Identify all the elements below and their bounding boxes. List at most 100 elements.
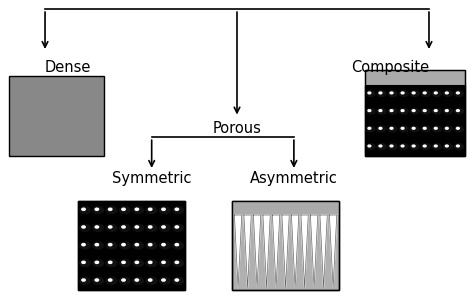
Text: Asymmetric: Asymmetric [250,171,338,186]
Circle shape [412,127,415,129]
Circle shape [423,110,426,112]
Circle shape [122,279,125,281]
Text: Dense: Dense [45,59,91,75]
Circle shape [377,91,386,96]
Circle shape [390,127,393,129]
Circle shape [456,110,459,112]
Circle shape [432,144,441,149]
Bar [232,201,339,215]
Bar [365,70,465,85]
Circle shape [379,127,382,129]
Circle shape [95,208,99,210]
Circle shape [446,92,448,94]
Circle shape [119,224,130,231]
Circle shape [401,92,404,94]
Circle shape [109,261,112,264]
Circle shape [95,244,99,246]
Circle shape [175,279,179,281]
Circle shape [122,261,125,264]
Circle shape [173,207,183,214]
Polygon shape [310,215,318,287]
Circle shape [162,244,165,246]
Circle shape [93,242,103,249]
Circle shape [173,242,183,249]
Circle shape [133,242,144,249]
Circle shape [456,92,459,94]
Circle shape [160,260,170,267]
Circle shape [109,279,112,281]
Circle shape [366,109,375,114]
Circle shape [119,207,130,214]
Circle shape [122,244,125,246]
Circle shape [133,260,144,267]
Circle shape [421,91,430,96]
Circle shape [162,279,165,281]
Circle shape [160,207,170,214]
Bar [232,201,339,290]
Circle shape [122,208,125,210]
Polygon shape [263,215,270,287]
Circle shape [95,226,99,228]
Circle shape [390,145,393,147]
Circle shape [175,261,179,264]
Circle shape [173,224,183,231]
Circle shape [146,278,157,284]
Circle shape [133,278,144,284]
Circle shape [434,92,437,94]
Circle shape [175,244,179,246]
Circle shape [432,126,441,132]
Circle shape [390,92,393,94]
Circle shape [410,109,419,114]
Circle shape [80,224,90,231]
Polygon shape [244,215,251,287]
Circle shape [366,91,375,96]
Circle shape [162,226,165,228]
Circle shape [444,109,452,114]
Circle shape [173,260,183,267]
Circle shape [399,144,408,149]
Circle shape [162,208,165,210]
Bar [78,201,185,290]
Circle shape [119,278,130,284]
Circle shape [423,92,426,94]
Circle shape [390,110,393,112]
Circle shape [377,109,386,114]
Circle shape [410,91,419,96]
Circle shape [366,144,375,149]
Circle shape [444,126,452,132]
Circle shape [109,226,112,228]
Circle shape [446,145,448,147]
Circle shape [148,244,152,246]
Circle shape [432,109,441,114]
Circle shape [446,110,448,112]
Circle shape [446,127,448,129]
Circle shape [80,242,90,249]
Circle shape [444,91,452,96]
Text: Composite: Composite [351,59,429,75]
Bar [365,70,465,156]
Circle shape [173,278,183,284]
Circle shape [93,278,103,284]
Circle shape [133,207,144,214]
Circle shape [119,260,130,267]
Circle shape [80,260,90,267]
Circle shape [410,144,419,149]
Circle shape [368,127,371,129]
Polygon shape [301,215,308,287]
Bar [9,76,104,156]
Circle shape [135,279,138,281]
Circle shape [444,144,452,149]
Circle shape [146,207,157,214]
Circle shape [421,126,430,132]
Circle shape [401,110,404,112]
Circle shape [421,109,430,114]
Circle shape [93,207,103,214]
Circle shape [379,110,382,112]
Polygon shape [234,215,242,287]
Circle shape [135,244,138,246]
Polygon shape [329,215,337,287]
Circle shape [135,261,138,264]
Circle shape [434,127,437,129]
Circle shape [421,144,430,149]
Circle shape [175,226,179,228]
